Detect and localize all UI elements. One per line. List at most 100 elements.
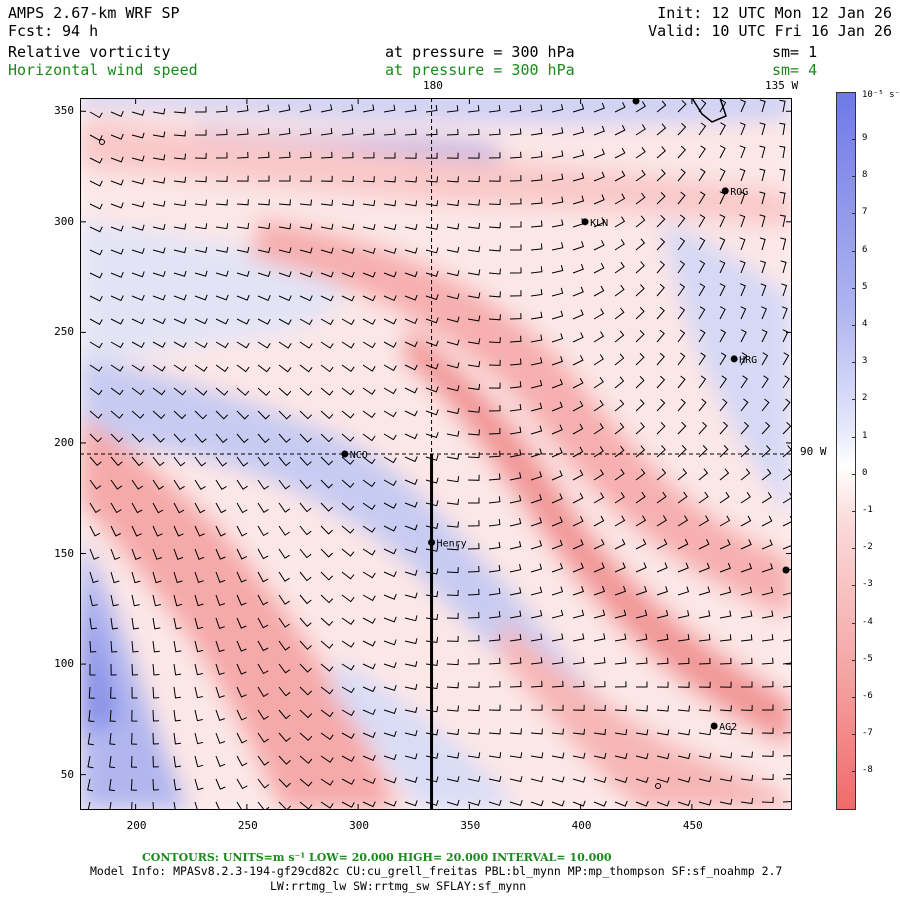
wind-barb xyxy=(614,800,628,807)
wind-barb xyxy=(719,752,733,759)
wind-barb xyxy=(110,686,117,699)
field1-smoothing: sm= 1 xyxy=(772,43,818,61)
wind-barb xyxy=(131,525,142,537)
station-label: ROG xyxy=(730,187,748,198)
wind-barb xyxy=(299,571,312,582)
wind-barb xyxy=(551,447,563,458)
wind-barb xyxy=(362,318,376,325)
wind-barb xyxy=(215,640,225,653)
wind-barb xyxy=(194,801,198,810)
wind-barb xyxy=(194,129,207,136)
wind-barb xyxy=(236,732,248,744)
wind-barb xyxy=(780,237,787,251)
wind-barb xyxy=(152,548,163,560)
wind-barb xyxy=(530,471,543,481)
wind-barb xyxy=(488,564,501,573)
colorbar-tick xyxy=(852,399,856,401)
wind-barb xyxy=(173,200,187,207)
wind-barb xyxy=(110,663,117,676)
wind-barb xyxy=(635,353,645,366)
wind-barb xyxy=(110,364,124,372)
wind-barb xyxy=(257,709,269,720)
wind-barb xyxy=(194,341,208,349)
wind-barb xyxy=(719,610,732,619)
wind-barb xyxy=(341,732,355,739)
y-tick-label: 150 xyxy=(54,546,74,560)
wind-barb xyxy=(173,387,187,396)
wind-barb xyxy=(173,594,183,607)
field2-name: Horizontal wind speed xyxy=(8,61,198,79)
wind-barb xyxy=(635,776,649,784)
wind-barb xyxy=(341,433,355,442)
field1-level: at pressure = 300 hPa xyxy=(385,43,575,61)
wind-barb xyxy=(593,492,605,504)
wind-barb xyxy=(257,433,270,444)
wind-barb xyxy=(635,491,646,504)
wind-barb xyxy=(593,681,606,688)
wind-barb xyxy=(530,197,543,205)
wind-barb xyxy=(341,663,355,671)
colorbar-label: 4 xyxy=(862,319,868,329)
wind-barb xyxy=(299,223,313,230)
wind-barb xyxy=(635,800,649,807)
wind-barb xyxy=(236,456,249,467)
wind-barb xyxy=(509,313,522,320)
wind-barb xyxy=(677,634,690,642)
wind-barb xyxy=(383,707,397,715)
wind-barb xyxy=(194,433,207,444)
wind-barb xyxy=(593,125,605,136)
wind-barb xyxy=(383,318,397,325)
wind-barb xyxy=(593,446,604,458)
wind-barb xyxy=(341,479,355,489)
vorticity-map: ROG KLN HRG NCO Henry AG2 xyxy=(80,98,792,810)
wind-barb xyxy=(530,174,543,182)
wind-barb xyxy=(89,525,101,537)
wind-barb xyxy=(719,539,731,550)
wind-barb xyxy=(467,406,480,413)
wind-barb xyxy=(110,341,124,349)
wind-barb xyxy=(362,271,376,278)
wind-barb xyxy=(614,776,628,784)
wind-barb xyxy=(593,285,605,297)
wind-barb xyxy=(341,152,354,159)
wind-barb xyxy=(656,468,667,481)
colorbar-label: 3 xyxy=(862,356,868,367)
wind-barb xyxy=(488,752,502,759)
wind-barb xyxy=(467,222,481,229)
wind-barb xyxy=(635,399,645,412)
wind-barb xyxy=(530,266,543,274)
wind-barb xyxy=(320,151,333,159)
wind-barb xyxy=(278,663,291,674)
wind-barb xyxy=(341,502,355,511)
wind-barb xyxy=(760,283,767,297)
station-label: KLN xyxy=(590,218,608,229)
wind-barb xyxy=(762,704,774,711)
colorbar-tick xyxy=(852,213,856,215)
wind-barb xyxy=(257,548,269,560)
wind-barb xyxy=(656,100,667,113)
wind-barb xyxy=(89,272,103,279)
wind-barb xyxy=(258,175,270,182)
wind-barb xyxy=(110,525,121,537)
wind-barb xyxy=(194,176,207,183)
wind-barb xyxy=(782,352,790,366)
wind-barb xyxy=(782,421,792,435)
wind-barb xyxy=(740,375,748,389)
wind-barb xyxy=(194,525,205,537)
wind-barb xyxy=(110,156,124,163)
wind-barb xyxy=(278,104,291,113)
wind-barb xyxy=(677,421,687,435)
wind-barb xyxy=(236,433,249,444)
wind-barb xyxy=(677,705,690,712)
wind-barb xyxy=(551,752,565,759)
wind-barb xyxy=(593,633,606,642)
wind-barb xyxy=(383,295,397,302)
colorbar-label: 2 xyxy=(862,393,868,404)
wind-barb xyxy=(278,525,290,536)
wind-barb xyxy=(109,755,116,769)
wind-barb xyxy=(467,176,480,183)
wind-barb xyxy=(698,776,712,783)
wind-barb xyxy=(236,525,248,537)
wind-barb xyxy=(110,387,124,396)
wind-barb xyxy=(299,318,313,326)
